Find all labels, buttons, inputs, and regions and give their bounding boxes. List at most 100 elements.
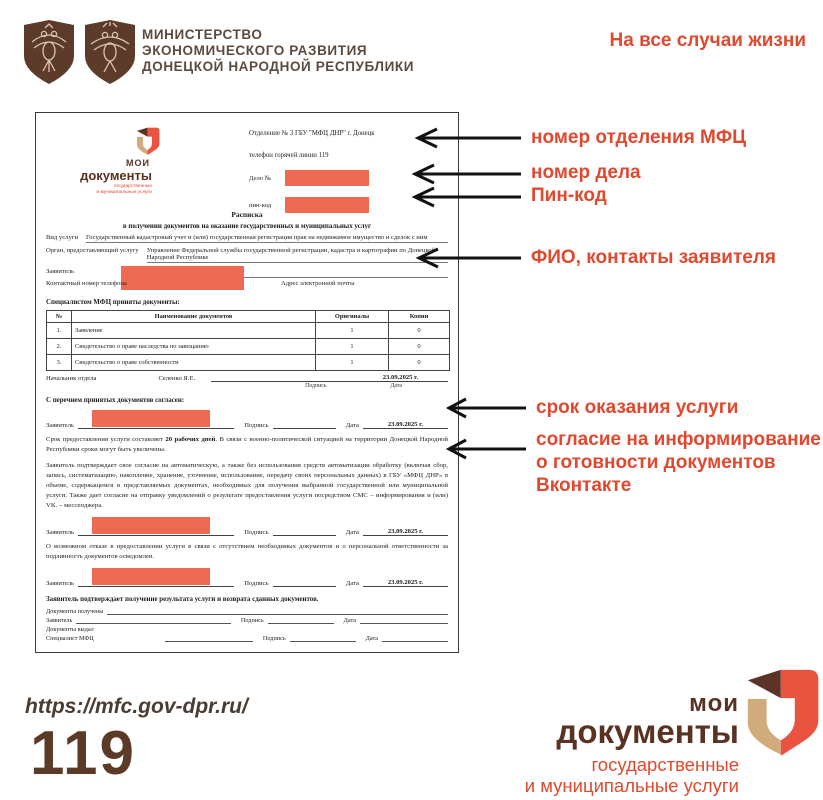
sign-label: Подпись [244,529,269,536]
date-value: 23.09.2025 г. [362,421,448,429]
date-label: Дата [343,617,356,624]
case-number-label: Дело № [249,174,272,182]
service-type-label: Вид услуги [46,234,78,241]
dept-sublabels: Подпись Дата [46,383,448,389]
notice-title: Уважаемый заявитель! [36,651,458,652]
my-documents-logo-icon [136,127,160,155]
date-label: Дата [345,580,359,587]
underline [76,616,231,624]
annotation-arrow-icon [404,163,523,185]
footer-logo-subtitle-1: государственные [591,754,739,775]
dept-name: Селенко Я.Е. [158,375,196,382]
department-head-row: Начальник отдела Селенко Я.Е. 23.09.2025… [36,371,458,389]
consent-paragraph: Заявитель подтверждает свое согласие на … [46,462,448,509]
date-label: Дата [365,635,378,642]
annotation-case-number: номер дела [531,162,641,183]
cell-num: 3. [46,354,72,371]
pin-code-field: пин-код [249,197,455,213]
signature-row-1: Заявитель Подпись Дата 23.09.2025 г. [36,410,458,429]
sign-underline [272,576,336,587]
underline [164,634,253,642]
agree-heading: С перечнем принятых документов согласен: [46,397,185,404]
signature-line [78,410,235,429]
signature-row-3: Заявитель Подпись Дата 23.09.2025 г. [36,568,458,587]
annotation-arrow-icon [404,186,523,208]
service-type-value: Государственный кадастровый учет и (или)… [85,234,448,243]
sign-label: Подпись [262,635,286,642]
applicant-underline [121,277,448,278]
cell-doc-name: Свидетельство о праве наследства по заве… [71,338,316,355]
my-documents-logotype: МОИ документы государственные и муниципа… [62,159,152,196]
site-url: https://mfc.gov-dpr.ru/ [25,695,248,718]
specialist-row: Специалист МФЦ Подпись Дата [46,633,448,642]
docs-received-label: Документы получены [46,608,104,615]
date-value: 23.09.2025 г. [362,579,448,587]
footer-logo-word-moi: мои [689,690,739,717]
docs-issued-row: Документы выдал [46,624,448,633]
date-value: 23.09.2025 г. [362,528,448,536]
accepted-docs-table: № Наименование документов Оригиналы Копи… [46,310,450,371]
underline [107,607,448,615]
applicant-contact-zone: Заявитель Контактный номер телефона Адре… [36,265,458,292]
col-originals: Оригиналы [315,310,389,323]
case-number-field: Дело № [249,170,455,186]
annotation-pin-code: Пин-код [531,185,607,206]
annotation-service-term: срок оказания услуги [536,397,739,418]
applicant-redaction [121,266,244,290]
applicant-label: Заявитель [46,422,75,429]
cell-num: 2. [46,338,72,355]
department-head-line: Начальник отдела Селенко Я.Е. 23.09.2025… [46,374,448,382]
receipt-document: МОИ документы государственные и муниципа… [35,112,459,653]
annotation-mfc-office: номер отделения МФЦ [531,127,746,148]
receipt-subtitle: в получении документов на оказание госуд… [122,223,372,230]
specialist-label: Специалист МФЦ [46,635,94,642]
col-number: № [46,310,72,323]
date-label: Дата [345,529,359,536]
dept-date: 23.09.2025 г. [382,374,418,381]
dept-label: Начальник отдела [46,375,97,382]
underline [267,616,334,624]
sign-label: Подпись [244,422,269,429]
refusal-paragraph: О возможном отказе в предоставлении услу… [46,543,448,560]
authority-label: Орган, предоставляющий услугу [46,247,139,254]
date-sublabel: Дата [390,383,402,389]
applicant-label: Заявитель [46,580,75,587]
logo-word-moi: МОИ [126,158,150,168]
office-line: Отделение № 3 ГБУ "МФЦ ДНР" г. Донецк [249,130,375,137]
ministry-line-2: ЭКОНОМИЧЕСКОГО РАЗВИТИЯ [142,43,368,58]
annotation-arrow-icon [408,247,523,269]
ministry-line-3: ДОНЕЦКОЙ НАРОДНОЙ РЕСПУБЛИКИ [142,59,415,74]
applicant-name-redaction [92,568,211,585]
table-header-row: № Наименование документов Оригиналы Копи… [46,310,450,323]
sign-label: Подпись [244,580,269,587]
logo-subtitle-2: и муниципальные услуги [96,189,152,195]
docs-received-row: Документы получены [46,606,448,615]
annotation-applicant-contacts: ФИО, контакты заявителя [531,247,776,268]
docs-issued-label: Документы выдал [46,626,94,633]
result-rows: Документы получены Заявитель Подпись Дат… [36,606,458,642]
col-doc-name: Наименование документов [71,310,316,323]
term-text-before: Срок предоставления услуги составляет [46,436,166,443]
coat-of-arms-group [22,18,137,86]
cell-doc-name: Свидетельство о праве собственности [71,354,316,371]
ministry-title: МИНИСТЕРСТВО ЭКОНОМИЧЕСКОГО РАЗВИТИЯ ДОН… [142,27,414,75]
footer-logo-word-documenty: документы [556,713,739,750]
cell-copies: 0 [388,354,450,371]
my-documents-logo-icon [747,669,819,756]
dept-signature-line: 23.09.2025 г. [211,374,448,382]
applicant-label: Заявитель [46,268,75,275]
applicant-result-row: Заявитель Подпись Дата [46,615,448,624]
ministry-line-1: МИНИСТЕРСТВО [142,27,263,42]
annotation-arrow-icon [438,438,528,460]
logo-subtitle-1: государственные [113,184,152,189]
cell-copies: 0 [388,338,450,355]
receipt-title: Расписка [231,210,263,219]
cell-originals: 1 [315,322,389,339]
email-label: Адрес электронной почты [281,280,355,287]
sign-underline [272,418,336,429]
annotation-vk-consent: согласие на информирование о готовности … [536,429,821,496]
footer-logo-subtitle-2: и муниципальные услуги [524,775,739,796]
applicant-label: Заявитель [46,529,75,536]
case-number-redaction [285,170,369,186]
